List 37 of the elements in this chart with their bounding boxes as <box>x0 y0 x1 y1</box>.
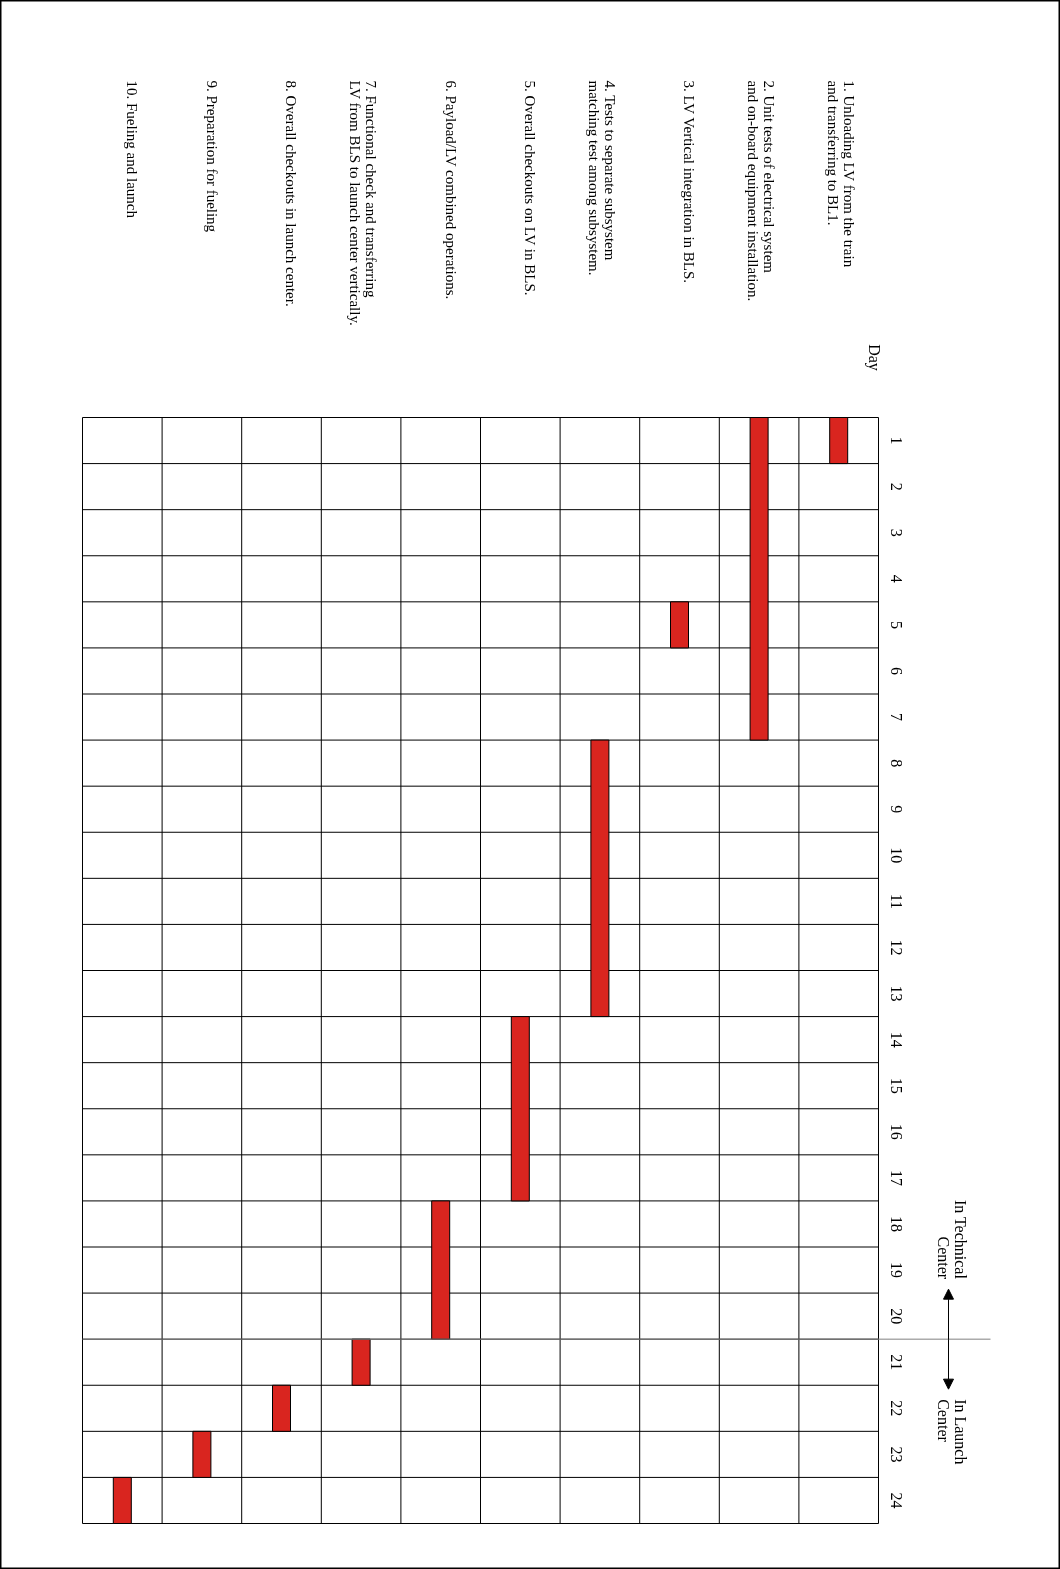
y-tick-label: 14 <box>888 1031 905 1048</box>
y-tick-label: 8 <box>888 759 905 768</box>
x-tick-label: 4. Tests to separate subsystem matching test among subsystem. <box>585 80 618 276</box>
y-tick-label: 11 <box>888 893 905 910</box>
y-tick-label: 7 <box>888 713 905 722</box>
y-tick-label: 22 <box>888 1400 905 1417</box>
text: In Technical Center <box>934 1199 969 1280</box>
y-tick-label: 19 <box>888 1262 905 1279</box>
y-axis-title: Day <box>865 344 883 371</box>
y-tick-label: 20 <box>888 1308 905 1325</box>
y-tick-label: 16 <box>888 1123 905 1140</box>
x-tick-label: 5. Overall checkouts on LV in BLS. <box>522 80 539 296</box>
y-tick-label: 5 <box>888 620 905 629</box>
x-tick-label: 3. LV Vertical integration in BLS. <box>681 80 698 284</box>
y-tick-label: 21 <box>888 1354 905 1371</box>
y-tick-label: 18 <box>888 1215 905 1232</box>
y-tick-label: 12 <box>888 939 905 956</box>
y-tick-label: 24 <box>888 1492 905 1509</box>
x-tick-label: 8. Overall checkouts in launch center. <box>283 80 300 307</box>
y-tick-label: 23 <box>888 1446 905 1463</box>
x-tick-label: 9. Preparation for fueling <box>203 80 220 233</box>
y-tick-label: 1 <box>888 436 905 445</box>
x-tick-label: 10. Fueling and launch <box>124 80 141 219</box>
y-tick-label: 6 <box>888 666 905 675</box>
y-tick-label: 13 <box>888 985 905 1002</box>
y-tick-label: 10 <box>888 847 905 864</box>
x-tick-label: 6. Payload/LV combined operations. <box>442 80 459 300</box>
y-tick-label: 17 <box>888 1169 905 1186</box>
text: In Launch Center <box>934 1399 969 1465</box>
y-tick-label: 3 <box>888 528 905 537</box>
y-tick-label: 9 <box>888 805 905 814</box>
y-tick-label: 4 <box>888 574 905 583</box>
y-tick-label: 15 <box>888 1077 905 1094</box>
y-tick-label: 2 <box>888 482 905 491</box>
x-tick-label: 2. Unit tests of electrical system and on-board equipment installation. <box>744 80 777 302</box>
x-tick-label: 7. Functional check and transferring LV from BLS to launch center vertically. <box>346 80 379 326</box>
x-tick-label: 1. Unloading LV from the train and transferring to BL1. <box>824 80 857 268</box>
